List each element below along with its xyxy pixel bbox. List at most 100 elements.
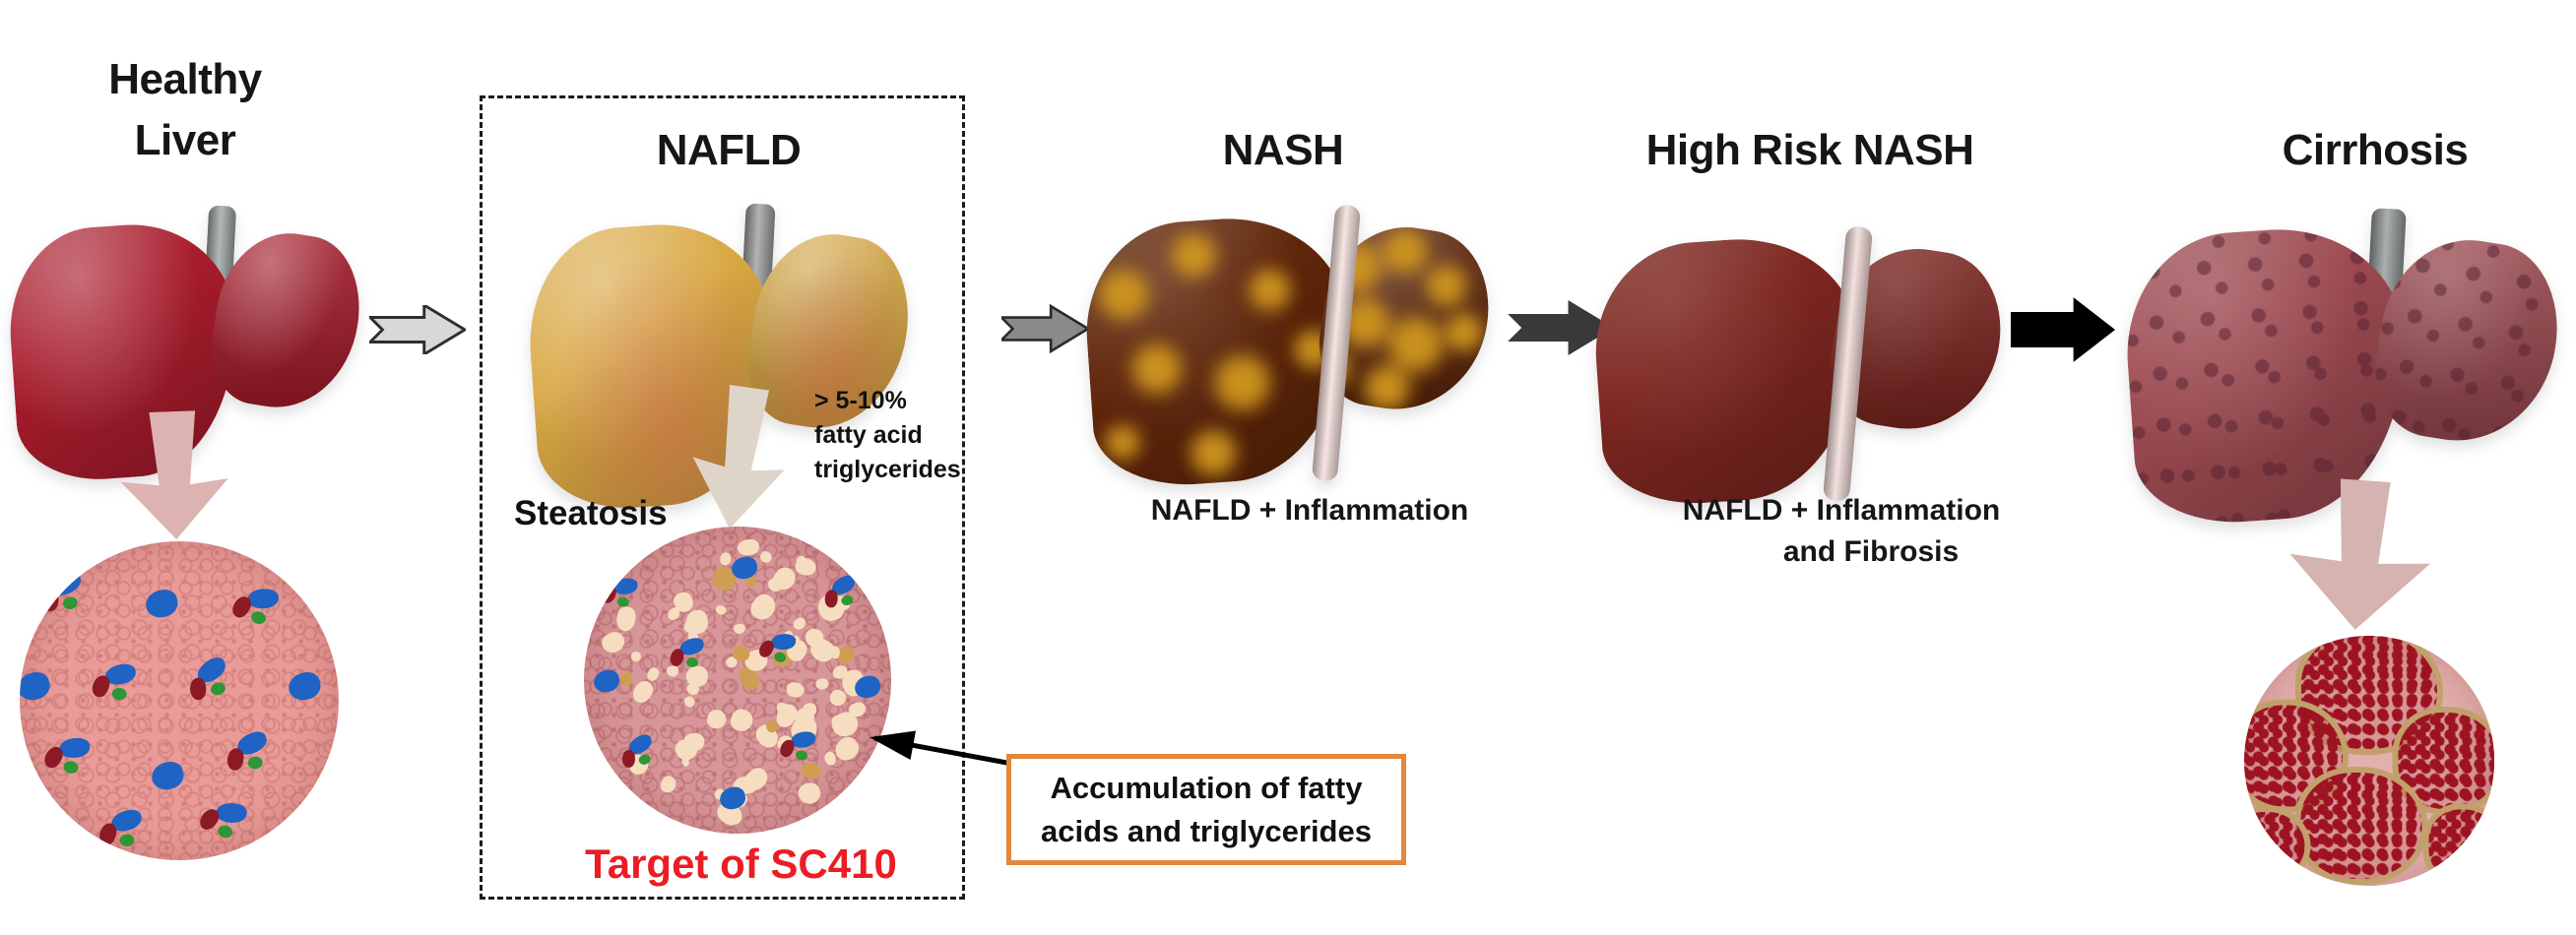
cell-green bbox=[62, 760, 80, 776]
fat-vacuole bbox=[746, 590, 780, 625]
nash-liver-illustration bbox=[1079, 204, 1501, 491]
cell-blue bbox=[143, 586, 180, 620]
immune-cell-cluster bbox=[617, 731, 661, 776]
fat-vacuole bbox=[705, 708, 729, 731]
stage-title-nash: NASH bbox=[1222, 126, 1344, 174]
fat-vacuole bbox=[680, 756, 690, 768]
cell-blue bbox=[286, 669, 324, 703]
callout-annotation-arrow bbox=[869, 730, 1013, 767]
stage-title-healthy: Healthy Liver bbox=[108, 55, 262, 164]
cell-blue bbox=[58, 738, 90, 759]
accumulation-callout: Accumulation of fatty acids and triglyce… bbox=[1006, 754, 1406, 865]
fat-vacuole bbox=[733, 622, 747, 635]
fat-vacuole bbox=[630, 651, 642, 662]
cell-blue bbox=[770, 633, 796, 651]
zoom-down-arrow-healthy bbox=[120, 410, 228, 539]
stage-title-nafld: NAFLD bbox=[656, 126, 802, 174]
cell-green bbox=[62, 595, 80, 611]
immune-cell-cluster bbox=[228, 581, 283, 635]
cell-blue bbox=[246, 588, 280, 610]
nash-caption: NAFLD + Inflammation bbox=[1150, 494, 1469, 527]
fat-vacuole bbox=[599, 629, 628, 657]
immune-cell-cluster bbox=[20, 662, 54, 707]
regenerative-nodule bbox=[2422, 803, 2494, 886]
fat-vacuole bbox=[814, 677, 830, 691]
fatty-acid-note: > 5-10% fatty acid triglycerides bbox=[814, 387, 961, 483]
immune-cell-cluster bbox=[40, 732, 94, 784]
immune-cell-cluster bbox=[196, 793, 253, 850]
immune-cell-cluster bbox=[669, 636, 706, 673]
fat-vacuole bbox=[796, 779, 823, 807]
cell-green bbox=[209, 680, 227, 697]
immune-cell-cluster bbox=[90, 660, 140, 709]
progression-arrow-1 bbox=[369, 305, 466, 354]
accumulation-callout-text: Accumulation of fatty acids and triglyce… bbox=[1041, 770, 1372, 848]
cell-red bbox=[41, 589, 60, 612]
immune-cell-cluster bbox=[97, 807, 144, 853]
cell-blue bbox=[591, 667, 621, 695]
cell-green bbox=[637, 753, 652, 766]
progression-arrow-2 bbox=[1001, 303, 1088, 354]
progression-arrow-3 bbox=[1508, 300, 1614, 355]
immune-cell-cluster bbox=[821, 572, 864, 615]
caption-line-2: and Fibrosis bbox=[1782, 535, 1960, 568]
fat-vacuole bbox=[682, 695, 697, 709]
cell-green bbox=[247, 755, 264, 771]
cell-red bbox=[824, 589, 839, 608]
cell-green bbox=[111, 687, 128, 701]
healthy-micro-circle bbox=[20, 541, 339, 860]
cell-red bbox=[97, 821, 118, 847]
immune-cell-cluster bbox=[138, 580, 182, 624]
cell-green bbox=[216, 823, 235, 841]
cell-blue bbox=[149, 758, 187, 792]
immune-cell-cluster bbox=[600, 574, 642, 615]
cell-blue bbox=[20, 669, 52, 703]
fat-vacuole bbox=[629, 677, 658, 706]
cell-red bbox=[621, 749, 636, 768]
cell-green bbox=[795, 749, 809, 761]
fat-vacuole bbox=[727, 707, 755, 735]
regenerative-nodule bbox=[2392, 707, 2494, 815]
cell-blue bbox=[791, 730, 817, 749]
fat-vacuole bbox=[785, 680, 806, 700]
cell-red bbox=[226, 747, 245, 772]
target-of-sc410-label: Target of SC410 bbox=[585, 841, 897, 887]
stage-title-cirrhosis: Cirrhosis bbox=[2282, 126, 2469, 174]
zoom-down-arrow-nafld bbox=[692, 384, 785, 530]
fat-vacuole bbox=[659, 774, 679, 795]
cell-blue bbox=[853, 673, 883, 701]
high-risk-nash-liver-illustration bbox=[1588, 225, 2013, 511]
cell-green bbox=[249, 609, 268, 626]
zoom-down-arrow-cirrhosis bbox=[2289, 478, 2430, 630]
cell-green bbox=[686, 657, 699, 668]
cell-green bbox=[616, 595, 630, 608]
immune-cell-cluster bbox=[282, 662, 326, 707]
immune-cell-cluster bbox=[38, 569, 90, 621]
fat-vacuole bbox=[714, 604, 728, 617]
regenerative-nodule bbox=[2294, 767, 2428, 886]
cell-blue bbox=[730, 554, 760, 582]
cirrhosis-micro-circle bbox=[2244, 636, 2494, 886]
cell-blue bbox=[717, 784, 747, 812]
cell-blue bbox=[215, 800, 249, 826]
immune-cell-cluster bbox=[183, 654, 239, 710]
steatosis-label: Steatosis bbox=[514, 494, 668, 532]
cell-green bbox=[840, 593, 855, 606]
fat-vacuole bbox=[790, 614, 808, 633]
nafld-micro-circle bbox=[584, 527, 891, 834]
fat-vacuole bbox=[829, 645, 840, 659]
immune-cell-cluster bbox=[778, 727, 819, 768]
immune-cell-cluster bbox=[225, 728, 275, 780]
cell-red bbox=[669, 647, 686, 668]
nafld-focus-box bbox=[480, 95, 965, 900]
regenerative-nodule bbox=[2244, 806, 2311, 886]
progression-arrow-4 bbox=[2010, 297, 2116, 362]
high-risk-nash-caption: NAFLD + Inflammation and Fibrosis bbox=[1669, 490, 2014, 573]
immune-cell-cluster bbox=[145, 752, 189, 796]
immune-cell-cluster bbox=[726, 549, 761, 585]
cell-green bbox=[119, 834, 135, 846]
immune-cell-cluster bbox=[714, 779, 749, 815]
immune-cell-cluster bbox=[588, 662, 623, 698]
stage-title-high-risk-nash: High Risk NASH bbox=[1645, 126, 1974, 174]
